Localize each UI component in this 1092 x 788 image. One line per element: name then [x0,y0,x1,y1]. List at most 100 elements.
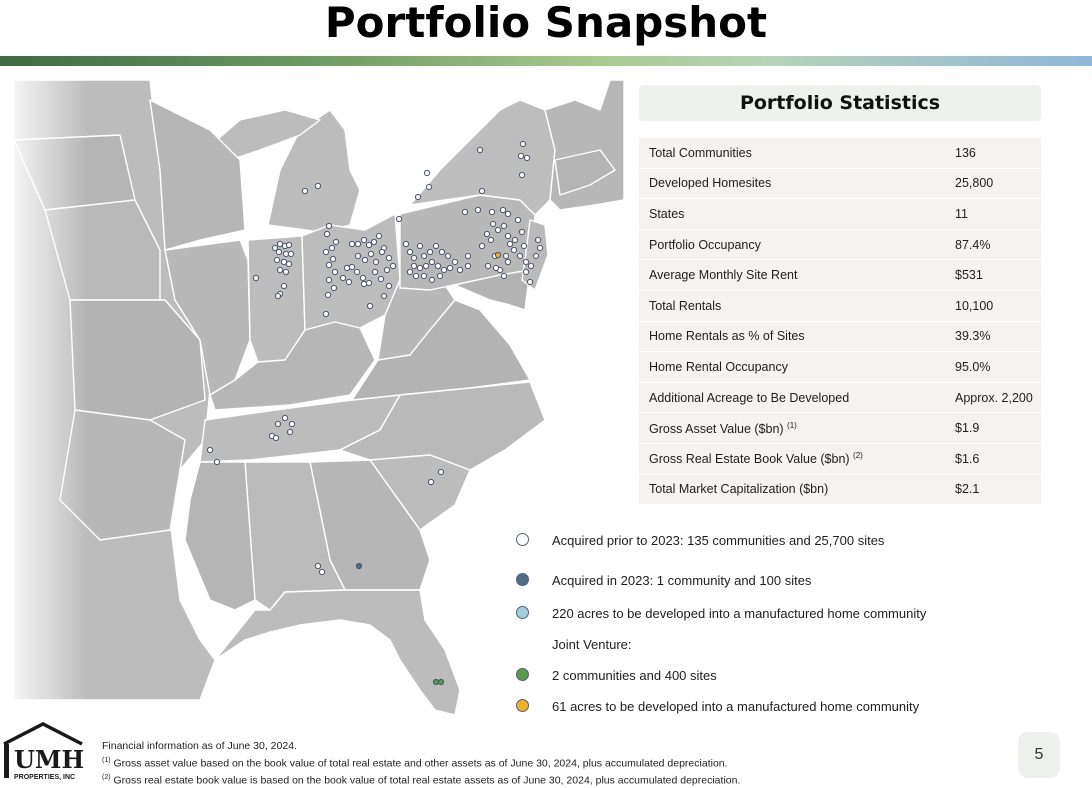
stats-label: Total Market Capitalization ($bn) [639,474,955,506]
community-marker-acquired-prior [504,258,512,266]
community-marker-jv-acres [494,251,502,259]
community-marker-acquired-prior [423,169,431,177]
dark-teal-dot-icon [516,573,529,586]
community-marker-acquired-prior [532,252,540,260]
community-marker-acquired-prior [395,215,403,223]
community-marker-acquired-prior [526,278,534,286]
community-marker-acquired-prior [377,275,385,283]
community-marker-acquired-prior [437,468,445,476]
community-marker-acquired-prior [436,272,444,280]
community-marker-acquired-prior [348,240,356,248]
community-marker-acquired-prior [380,292,388,300]
stats-row: Portfolio Occupancy 87.4% [639,229,1041,261]
community-marker-acquired-prior [492,264,500,272]
stats-value: 25,800 [955,168,1041,200]
community-marker-jv-communities [432,678,440,686]
community-marker-acquired-prior [438,248,446,256]
community-marker-acquired-prior [361,256,369,264]
stats-label: Portfolio Occupancy [639,229,955,261]
footnote-2: (2) Gross real estate book value is base… [102,773,741,787]
community-marker-acquired-prior [520,242,528,250]
stats-header: Portfolio Statistics [639,85,1041,121]
community-marker-acquired-prior [416,264,424,272]
legend-joint-venture-label: Joint Venture: [552,637,632,652]
community-marker-acquired-prior [280,258,288,266]
stats-value: $531 [955,259,1041,291]
community-marker-acquired-prior [410,254,418,262]
community-marker-acquired-prior [332,238,340,246]
community-marker-acquired-prior [213,458,221,466]
stats-row: Average Monthly Site Rent $531 [639,259,1041,291]
community-marker-acquired-2023 [355,562,363,570]
community-marker-acquired-prior [522,258,530,266]
stats-row: Additional Acreage to Be Developed Approx… [639,382,1041,414]
community-marker-acquired-prior [301,187,309,195]
community-marker-acquired-prior [428,276,436,284]
community-marker-acquired-prior [500,222,508,230]
community-marker-acquired-prior [420,272,428,280]
community-marker-acquired-prior [375,232,383,240]
community-marker-acquired-prior [432,242,440,250]
community-marker-acquired-prior [365,241,373,249]
community-marker-acquired-prior [288,420,296,428]
community-marker-acquired-prior [378,248,386,256]
community-marker-acquired-prior [274,292,282,300]
community-marker-acquired-prior [324,291,332,299]
community-marker-acquired-prior [343,264,351,272]
community-marker-acquired-prior [285,241,293,249]
community-marker-acquired-prior [314,182,322,190]
community-marker-acquired-prior [339,274,347,282]
community-marker-acquired-prior [451,258,459,266]
community-marker-acquired-prior [420,252,428,260]
community-marker-acquired-prior [276,240,284,248]
community-marker-acquired-prior [325,276,333,284]
community-marker-acquired-prior [360,280,368,288]
stats-label: Home Rentals as % of Sites [639,321,955,353]
community-marker-acquired-prior [331,268,339,276]
orange-dot-icon [516,699,529,712]
stats-value: 136 [955,138,1041,169]
community-marker-acquired-prior [275,248,283,256]
community-marker-acquired-prior [354,240,362,248]
community-marker-acquired-prior [366,302,374,310]
community-marker-acquired-prior [365,279,373,287]
stats-value: 87.4% [955,229,1041,261]
stats-label: Home Rental Occupancy [639,351,955,383]
stats-row: Total Rentals 10,100 [639,290,1041,322]
community-marker-acquired-prior [359,274,367,282]
community-marker-acquired-prior [522,268,530,276]
community-marker-acquired-prior [285,260,293,268]
logo-subtext: PROPERTIES, INC [14,774,75,781]
community-marker-acquired-prior [318,568,326,576]
community-marker-acquired-prior [487,236,495,244]
community-marker-acquired-prior [383,266,391,274]
map-markers [206,140,544,686]
legend-jv-acres: 61 acres to be developed into a manufact… [516,697,1036,717]
community-marker-acquired-prior [328,244,336,252]
community-marker-acquired-prior [517,152,525,160]
community-marker-acquired-prior [476,146,484,154]
stats-row: Home Rental Occupancy 95.0% [639,351,1041,383]
community-marker-acquired-prior [510,246,518,254]
stats-label: Average Monthly Site Rent [639,259,955,291]
community-marker-acquired-prior [504,232,512,240]
community-marker-acquired-prior [484,262,492,270]
white-dot-icon [516,533,529,546]
community-marker-acquired-prior [274,420,282,428]
community-marker-acquired-prior [345,278,353,286]
community-marker-acquired-prior [325,261,333,269]
community-marker-acquired-prior [461,208,469,216]
stats-value: 11 [955,198,1041,230]
community-marker-acquired-prior [330,284,338,292]
community-marker-acquired-prior [502,252,510,260]
community-marker-acquired-prior [422,262,430,270]
community-marker-acquired-prior [527,262,535,270]
community-marker-acquired-prior [511,236,519,244]
community-marker-acquired-prior [272,434,280,442]
community-marker-acquired-prior [367,250,375,258]
community-marker-acquired-prior [322,310,330,318]
stats-row: Gross Real Estate Book Value ($bn) (2) $1… [639,443,1041,475]
community-marker-acquired-prior [456,266,464,274]
us-east-map [14,80,624,720]
legend-jv-communities: 2 communities and 400 sites [516,666,1036,686]
